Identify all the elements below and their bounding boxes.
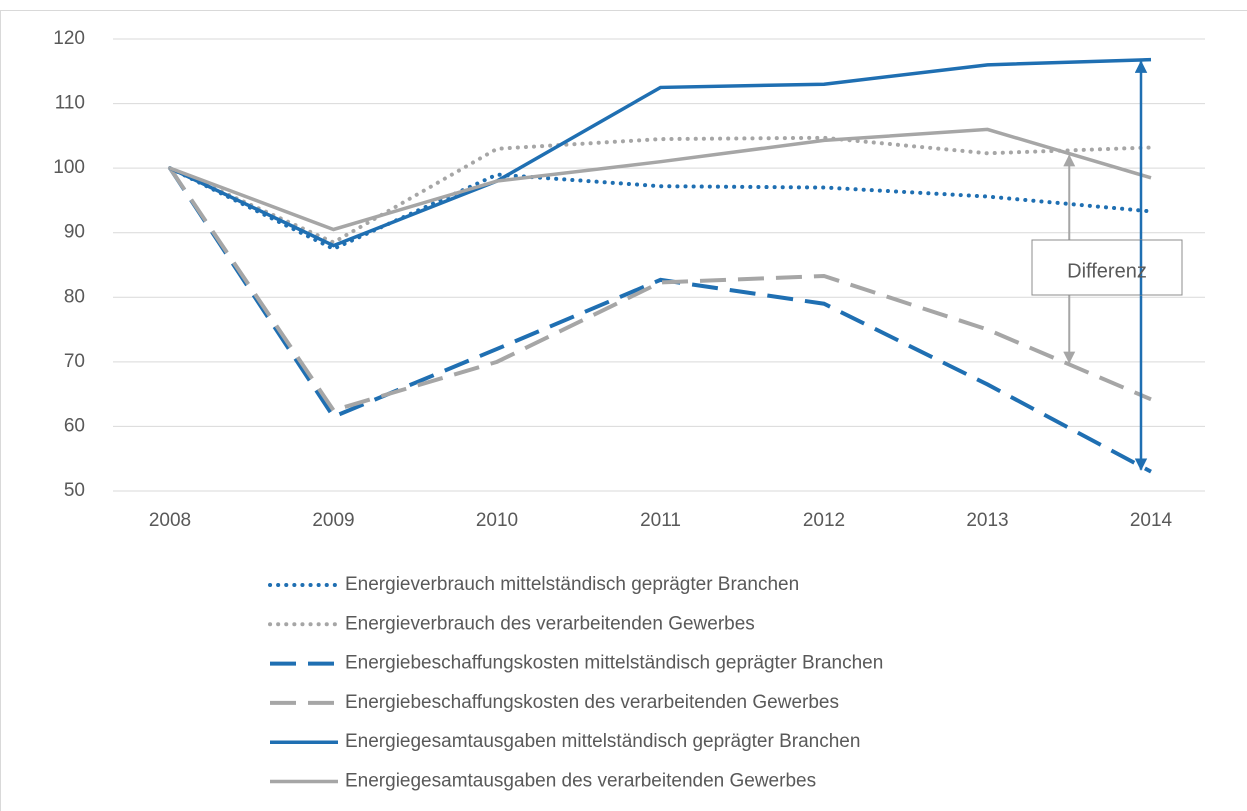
frame	[0, 10, 1247, 811]
legend-label: Energiebeschaffungskosten des verarbeite…	[345, 692, 839, 713]
legend-label: Energiegesamtausgaben mittelständisch ge…	[345, 731, 860, 752]
y-tick-label: 120	[53, 28, 85, 49]
legend-label: Energiebeschaffungskosten mittelständisc…	[345, 653, 883, 674]
series-line	[168, 135, 1153, 245]
legend-label: Energiegesamtausgaben des verarbeitenden…	[345, 771, 816, 792]
x-tick-label: 2008	[149, 510, 191, 531]
x-tick-label: 2010	[476, 510, 518, 531]
y-tick-label: 110	[55, 93, 85, 114]
x-tick-label: 2014	[1130, 510, 1173, 531]
annotation: Differenz	[1067, 260, 1147, 282]
y-tick-label: 80	[64, 286, 85, 307]
x-tick-label: 2009	[312, 510, 354, 531]
series-line	[169, 57, 1152, 248]
annotation-box-inner	[1033, 241, 1135, 294]
series-line	[168, 167, 1152, 413]
legend-label: Energieverbrauch mittelständisch geprägt…	[345, 574, 799, 595]
legend-label: Energieverbrauch des verarbeitenden Gewe…	[345, 613, 755, 634]
x-tick-label: 2013	[966, 510, 1008, 531]
y-tick-label: 90	[64, 222, 85, 243]
x-tick-label: 2012	[803, 510, 845, 531]
series-line	[168, 166, 1153, 252]
y-tick-label: 100	[53, 157, 85, 178]
series-line	[168, 167, 1152, 474]
series-line	[169, 127, 1152, 232]
x-tick-label: 2011	[640, 510, 681, 531]
y-tick-label: 60	[64, 415, 85, 436]
y-tick-label: 70	[64, 351, 85, 372]
y-tick-label: 50	[64, 480, 85, 501]
